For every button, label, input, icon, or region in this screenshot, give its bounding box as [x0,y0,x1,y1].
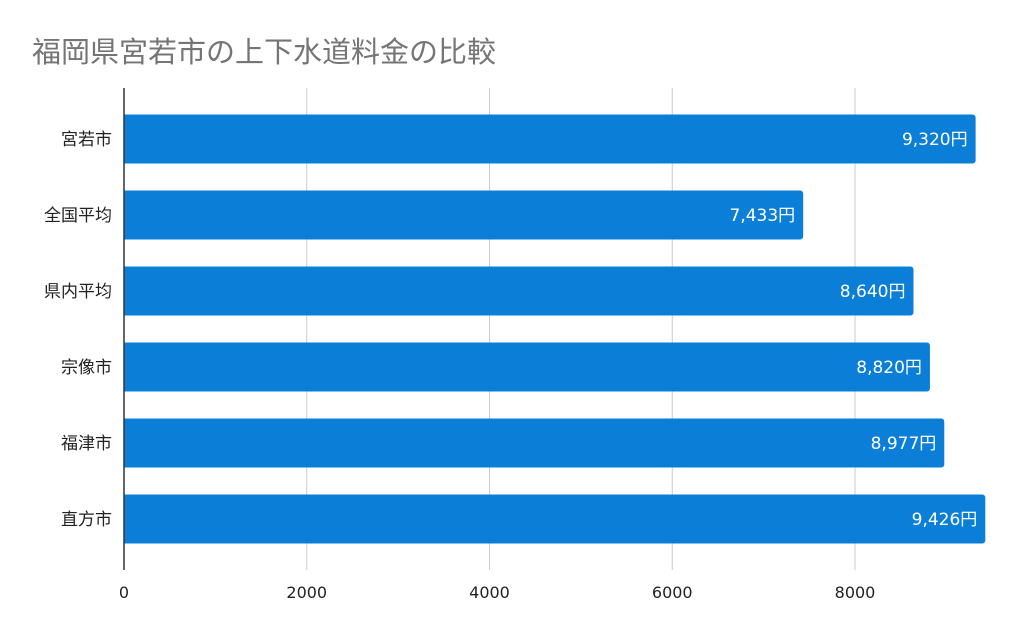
data-label: 9,320円 [902,130,968,150]
x-tick-label: 6000 [652,583,693,602]
bar [124,114,976,164]
bar [124,494,986,544]
category-label: 宮若市 [61,130,112,150]
category-label: 直方市 [61,510,112,530]
bar [124,342,930,392]
category-label: 全国平均 [44,206,112,226]
category-label: 福津市 [61,434,112,454]
category-label: 宗像市 [61,358,112,378]
data-label: 9,426円 [912,510,978,530]
data-label: 8,977円 [871,434,937,454]
x-tick-label: 0 [119,583,129,602]
data-label: 7,433円 [730,206,796,226]
bar [124,266,914,316]
bar [124,418,945,468]
data-label: 8,640円 [840,282,906,302]
x-tick-label: 8000 [835,583,876,602]
x-tick-label: 2000 [286,583,327,602]
bar [124,190,804,240]
data-label: 8,820円 [856,358,922,378]
x-tick-label: 4000 [469,583,510,602]
chart-title: 福岡県宮若市の上下水道料金の比較 [32,35,496,69]
category-label: 県内平均 [44,282,112,302]
